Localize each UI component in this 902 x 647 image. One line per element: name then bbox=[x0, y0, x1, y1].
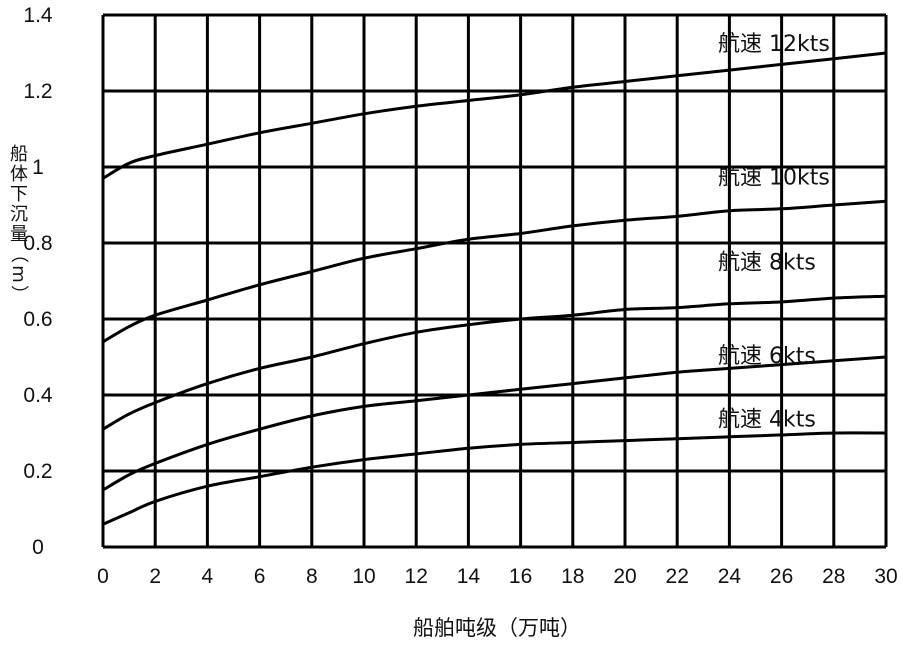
y-axis-title-char: 体 bbox=[10, 164, 28, 185]
y-tick-label: 0.4 bbox=[23, 384, 53, 407]
y-axis-title-char: 沉 bbox=[10, 204, 28, 225]
x-tick-label: 10 bbox=[352, 565, 375, 588]
series-line-4 bbox=[102, 355, 887, 492]
x-tick-label: 4 bbox=[202, 565, 214, 588]
y-tick-label: 1.4 bbox=[23, 4, 53, 27]
y-tick-label: 1 bbox=[32, 156, 44, 179]
series-line-5 bbox=[102, 431, 887, 526]
y-tick-label: 0.6 bbox=[23, 308, 52, 331]
tick-labels: 0 2 4 6 8 10 12 14 16 18 20 22 24 26 28 3000.20.40.60.8… bbox=[23, 4, 897, 588]
series-label-3: 航速 8kts bbox=[718, 251, 816, 276]
x-tick-label: 24 bbox=[718, 565, 742, 588]
x-tick-label: 12 bbox=[405, 565, 428, 588]
series-line-1 bbox=[102, 51, 887, 180]
y-axis-title-char: ） bbox=[8, 285, 29, 303]
x-tick-label: 0 bbox=[97, 565, 109, 588]
y-axis-title-char: 船 bbox=[10, 144, 28, 165]
x-tick-label: 2 bbox=[149, 565, 161, 588]
x-tick-label: 20 bbox=[613, 565, 636, 588]
x-tick-label: 28 bbox=[822, 565, 845, 588]
y-axis-title-char: （ bbox=[8, 245, 29, 263]
curves bbox=[102, 51, 887, 526]
series-label-1: 航速 12kts bbox=[718, 32, 830, 57]
y-tick-label: 0 bbox=[32, 536, 44, 559]
series-labels: 航速 12kts 航速 10kts 航速 8kts 航速 6kts 航速 4kts bbox=[718, 32, 830, 432]
series-line-3 bbox=[102, 294, 887, 431]
x-tick-label: 30 bbox=[874, 565, 897, 588]
series-label-4: 航速 6kts bbox=[718, 344, 816, 369]
y-axis-title-char: 量 bbox=[10, 224, 28, 245]
x-axis-title: 船舶吨级（万吨） bbox=[413, 616, 581, 640]
series-label-2: 航速 10kts bbox=[718, 165, 830, 190]
series-line-2 bbox=[102, 199, 887, 344]
series-label-5: 航速 4kts bbox=[718, 408, 816, 433]
x-tick-label: 8 bbox=[306, 565, 318, 588]
x-tick-label: 14 bbox=[457, 565, 481, 588]
x-tick-label: 16 bbox=[509, 565, 532, 588]
x-tick-label: 26 bbox=[770, 565, 793, 588]
x-tick-label: 18 bbox=[561, 565, 584, 588]
grid bbox=[101, 13, 888, 549]
x-tick-label: 6 bbox=[254, 565, 266, 588]
y-tick-label: 1.2 bbox=[23, 80, 52, 103]
y-tick-label: 0.8 bbox=[23, 232, 52, 255]
y-axis-title-char: m bbox=[8, 265, 29, 283]
x-tick-label: 22 bbox=[666, 565, 689, 588]
y-axis-title-char: 下 bbox=[10, 184, 28, 205]
y-tick-label: 0.2 bbox=[23, 460, 52, 483]
